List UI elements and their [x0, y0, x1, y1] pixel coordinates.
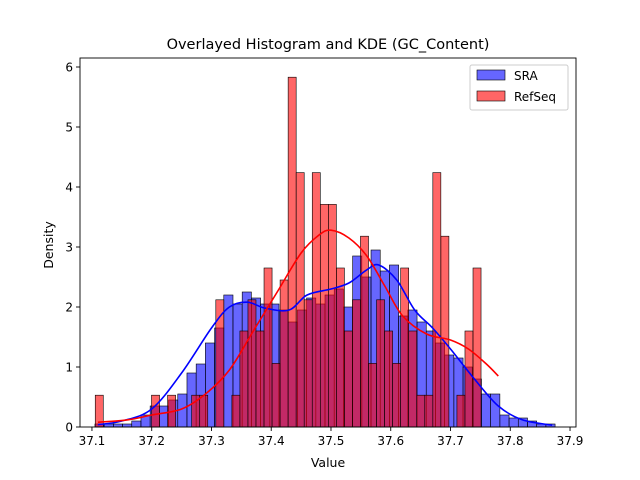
bar-refseq	[247, 299, 257, 428]
bar-refseq	[344, 330, 353, 428]
y-tick-label: 0	[65, 421, 73, 435]
bar-refseq	[303, 299, 313, 428]
bar-refseq	[151, 394, 160, 428]
x-tick-label: 37.1	[79, 434, 106, 448]
bar-refseq	[424, 394, 434, 428]
bar-refseq	[432, 172, 442, 428]
y-tick-label: 4	[65, 181, 73, 195]
bar-sra	[159, 405, 169, 428]
y-tick-label: 1	[65, 361, 73, 375]
bar-refseq	[311, 172, 321, 428]
bar-sra	[131, 420, 142, 428]
bar-refseq	[199, 394, 209, 428]
bar-sra	[508, 417, 519, 428]
y-tick-label: 3	[65, 241, 73, 255]
x-tick-label: 37.6	[377, 434, 404, 448]
bar-refseq	[384, 330, 393, 428]
bar-sra	[122, 423, 133, 428]
x-tick-label: 37.9	[557, 434, 584, 448]
x-tick-label: 37.8	[497, 434, 524, 448]
bar-sra	[113, 423, 123, 428]
bar-refseq	[287, 76, 297, 428]
bar-refseq	[319, 204, 329, 428]
bar-refseq	[464, 330, 474, 428]
bar-refseq	[376, 299, 385, 428]
bar-sra	[481, 393, 491, 428]
y-tick-label: 6	[65, 61, 73, 75]
x-tick-label: 37.7	[437, 434, 464, 448]
y-tick-label: 2	[65, 301, 73, 315]
bar-refseq	[392, 363, 401, 428]
bar-refseq	[368, 363, 377, 428]
bar-refseq	[328, 204, 337, 428]
chart-title: Overlayed Histogram and KDE (GC_Content)	[167, 37, 490, 53]
bar-refseq	[456, 394, 466, 428]
legend-label-refseq: RefSeq	[514, 90, 556, 104]
bar-refseq	[360, 235, 369, 428]
legend: SRA RefSeq	[469, 64, 569, 111]
legend-swatch-sra	[476, 69, 506, 81]
bar-refseq	[408, 330, 418, 428]
kde-line-sra	[97, 263, 553, 426]
bar-refseq	[336, 267, 345, 428]
x-axis-label: Value	[311, 455, 346, 470]
bar-refseq	[472, 267, 482, 428]
axes: 37.1 37.2 37.3 37.4 37.5 37.6 37.7 37.8 37.9 0 1 2 3…	[65, 57, 584, 448]
x-tick-label: 37.3	[198, 434, 225, 448]
legend-swatch-refseq	[476, 90, 506, 102]
bar-refseq	[255, 330, 265, 428]
bar-sra	[499, 414, 510, 428]
bar-refseq	[263, 267, 273, 428]
x-tick-label: 37.4	[258, 434, 285, 448]
bar-refseq	[279, 279, 289, 428]
y-axis-label: Density	[41, 221, 56, 269]
x-tick-label: 37.5	[318, 434, 345, 448]
axes-frame	[79, 57, 577, 428]
bar-refseq	[352, 299, 361, 428]
bar-refseq	[231, 394, 241, 428]
bar-refseq	[440, 235, 450, 428]
y-tick-label: 5	[65, 121, 73, 135]
bar-refseq	[416, 394, 426, 428]
x-tick-label: 37.2	[138, 434, 165, 448]
legend-label-sra: SRA	[514, 69, 538, 83]
bar-refseq	[215, 299, 225, 428]
bar-refseq	[271, 363, 281, 428]
kde-line-refseq	[97, 229, 499, 423]
